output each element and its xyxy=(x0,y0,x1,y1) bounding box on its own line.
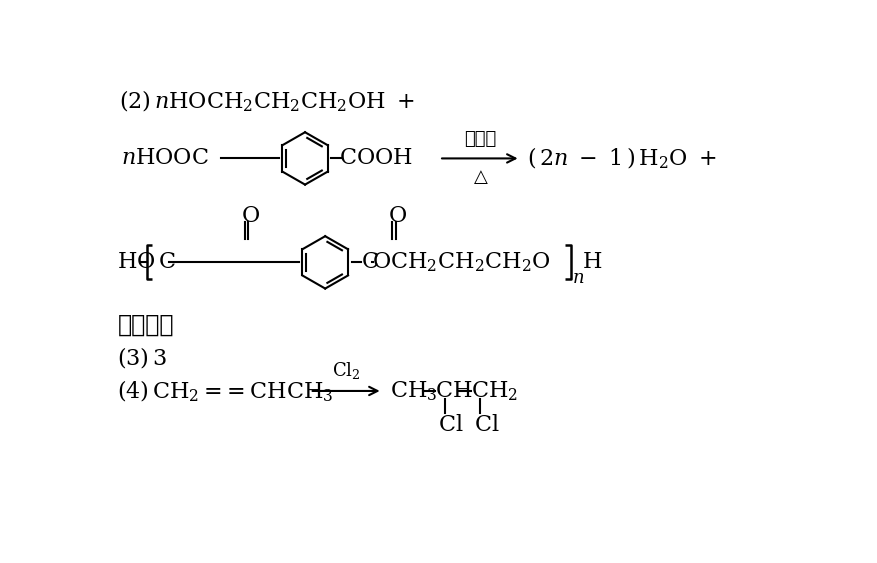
Text: $(\,2n\ -\ 1\,)\,\mathrm{H_2O}\ +$: $(\,2n\ -\ 1\,)\,\mathrm{H_2O}\ +$ xyxy=(526,146,716,171)
Text: $\mathrm{O}$: $\mathrm{O}$ xyxy=(240,205,260,227)
Text: $\mathrm{OCH_2CH_2CH_2O}$: $\mathrm{OCH_2CH_2CH_2O}$ xyxy=(371,251,550,274)
Text: $\mathrm{O}$: $\mathrm{O}$ xyxy=(388,205,407,227)
Text: $\mathrm{H}$: $\mathrm{H}$ xyxy=(581,251,602,274)
Text: $\mathrm{Cl_2}$: $\mathrm{Cl_2}$ xyxy=(332,360,360,381)
Text: $\mathrm{COOH}$: $\mathrm{COOH}$ xyxy=(339,148,412,169)
Text: $\mathrm{Cl}$: $\mathrm{Cl}$ xyxy=(438,414,463,436)
Text: 催化剂: 催化剂 xyxy=(463,131,496,149)
Text: $\mathrm{Cl}$: $\mathrm{Cl}$ xyxy=(474,414,499,436)
Text: $n$: $n$ xyxy=(572,269,584,287)
Text: $\mathrm{C}$: $\mathrm{C}$ xyxy=(158,251,175,274)
Text: $\mathrm{CH}$: $\mathrm{CH}$ xyxy=(435,380,472,402)
Text: $n\mathrm{HOOC}$: $n\mathrm{HOOC}$ xyxy=(120,148,208,169)
Text: $\mathrm{HO}$: $\mathrm{HO}$ xyxy=(118,251,156,274)
Text: $\mathrm{C}$: $\mathrm{C}$ xyxy=(360,251,378,274)
Text: $\mathrm{CH_2}$: $\mathrm{CH_2}$ xyxy=(470,379,517,403)
Text: $(3)\,3$: $(3)\,3$ xyxy=(118,345,167,370)
Text: $(2)\,n\mathrm{HOCH_2CH_2CH_2OH}\ +$: $(2)\,n\mathrm{HOCH_2CH_2CH_2OH}\ +$ xyxy=(119,89,414,114)
Text: 缩聚反应: 缩聚反应 xyxy=(118,312,174,337)
Text: $(4)\,\mathrm{CH_2{=\!=}CHCH_3}$: $(4)\,\mathrm{CH_2{=\!=}CHCH_3}$ xyxy=(118,378,333,404)
Text: $\mathrm{CH_3}$: $\mathrm{CH_3}$ xyxy=(390,379,437,403)
Text: $\triangle$: $\triangle$ xyxy=(470,168,488,186)
